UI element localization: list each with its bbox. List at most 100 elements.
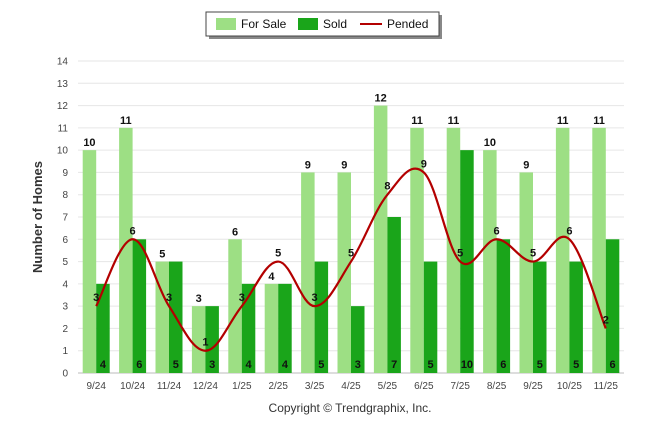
data-label-pended: 3 xyxy=(166,292,172,304)
bar-sold xyxy=(496,239,511,373)
bar-sold xyxy=(132,239,147,373)
bar-sold xyxy=(351,306,365,373)
x-tick-label: 11/25 xyxy=(594,381,619,392)
y-tick-label: 14 xyxy=(57,57,69,68)
y-tick-label: 8 xyxy=(62,190,68,201)
y-tick-label: 12 xyxy=(57,101,69,112)
bars xyxy=(82,105,620,374)
bar-sold xyxy=(278,283,292,373)
bar-for-sale xyxy=(301,172,315,373)
data-label-pended: 6 xyxy=(566,225,572,237)
legend-label-for-sale: For Sale xyxy=(241,17,287,31)
x-tick-label: 2/25 xyxy=(268,381,288,392)
bar-sold xyxy=(605,239,620,373)
x-tick-label: 7/25 xyxy=(450,381,470,392)
data-label-for-sale: 10 xyxy=(83,137,95,149)
data-label-pended: 5 xyxy=(530,248,536,260)
data-label-sold: 3 xyxy=(355,359,361,371)
data-label-pended: 3 xyxy=(93,292,99,304)
bar-sold xyxy=(569,261,583,373)
x-tick-label: 9/24 xyxy=(86,381,106,392)
data-label-pended: 3 xyxy=(239,292,245,304)
bar-sold xyxy=(96,283,110,373)
data-label-for-sale: 11 xyxy=(593,115,605,127)
y-tick-label: 5 xyxy=(62,257,68,268)
legend-label-pended: Pended xyxy=(387,17,428,31)
x-tick-label: 12/24 xyxy=(193,381,218,392)
data-label-for-sale: 12 xyxy=(375,93,387,105)
data-label-pended: 8 xyxy=(384,181,390,193)
data-labels: 1041165533644495931271151110106951151163… xyxy=(83,93,615,371)
x-tick-label: 4/25 xyxy=(341,381,361,392)
data-label-for-sale: 11 xyxy=(120,115,132,127)
y-tick-label: 9 xyxy=(62,168,68,179)
x-tick-label: 9/25 xyxy=(523,381,543,392)
bar-for-sale xyxy=(119,127,133,373)
y-tick-label: 10 xyxy=(57,146,69,157)
y-tick-label: 2 xyxy=(62,324,68,335)
data-label-pended: 6 xyxy=(130,225,136,237)
x-tick-label: 10/24 xyxy=(120,381,145,392)
data-label-sold: 5 xyxy=(537,359,543,371)
bar-sold xyxy=(423,261,438,373)
data-label-for-sale: 10 xyxy=(484,137,496,149)
legend-label-sold: Sold xyxy=(323,17,347,31)
data-label-for-sale: 9 xyxy=(523,159,529,171)
data-label-for-sale: 4 xyxy=(268,271,275,283)
x-tick-label: 11/24 xyxy=(157,381,182,392)
x-ticks: 9/24 10/24 11/24 12/24 1/25 2/25 3/25 4/25 5/25 6… xyxy=(86,381,618,392)
bar-for-sale xyxy=(191,306,206,373)
y-tick-label: 1 xyxy=(62,346,68,357)
data-label-for-sale: 9 xyxy=(305,159,311,171)
x-tick-label: 10/25 xyxy=(557,381,582,392)
bar-sold xyxy=(460,150,474,373)
data-label-pended: 9 xyxy=(421,158,427,170)
data-label-pended: 3 xyxy=(312,292,318,304)
y-tick-label: 0 xyxy=(62,369,68,380)
data-label-for-sale: 11 xyxy=(448,115,460,127)
legend-swatch-for-sale xyxy=(216,18,236,30)
data-label-for-sale: 6 xyxy=(232,226,238,238)
data-label-sold: 6 xyxy=(136,359,142,371)
data-label-for-sale: 11 xyxy=(411,115,423,127)
bar-sold xyxy=(241,283,256,373)
data-label-sold: 4 xyxy=(100,359,107,371)
y-tick-label: 11 xyxy=(58,123,69,134)
legend-swatch-sold xyxy=(298,18,318,30)
bar-sold xyxy=(205,306,219,373)
x-tick-label: 6/25 xyxy=(414,381,434,392)
y-tick-label: 6 xyxy=(62,235,68,246)
data-label-sold: 3 xyxy=(209,359,215,371)
data-label-pended: 6 xyxy=(494,225,500,237)
data-label-pended: 1 xyxy=(202,337,208,349)
data-label-pended: 2 xyxy=(603,314,609,326)
data-label-pended: 5 xyxy=(457,248,463,260)
y-tick-label: 13 xyxy=(57,79,69,90)
data-label-sold: 5 xyxy=(173,359,179,371)
data-label-for-sale: 3 xyxy=(196,293,202,305)
bar-for-sale xyxy=(373,105,388,374)
data-label-sold: 5 xyxy=(573,359,579,371)
data-label-pended: 5 xyxy=(275,248,281,260)
data-label-sold: 5 xyxy=(318,359,324,371)
y-axis-title: Number of Homes xyxy=(30,161,45,273)
bar-sold xyxy=(533,261,547,373)
bar-sold xyxy=(314,261,329,373)
data-label-sold: 4 xyxy=(245,359,252,371)
data-label-sold: 6 xyxy=(609,359,615,371)
pended-line xyxy=(95,167,607,352)
x-tick-label: 5/25 xyxy=(378,381,398,392)
legend-box xyxy=(205,11,440,37)
copyright: Copyright © Trendgraphix, Inc. xyxy=(269,401,432,415)
bar-for-sale xyxy=(555,127,570,373)
data-label-sold: 10 xyxy=(461,359,473,371)
x-tick-label: 8/25 xyxy=(487,381,507,392)
data-label-pended: 5 xyxy=(348,248,354,260)
bar-for-sale xyxy=(82,150,97,373)
data-label-for-sale: 11 xyxy=(557,115,569,127)
bar-for-sale xyxy=(592,127,606,373)
x-tick-label: 1/25 xyxy=(232,381,252,392)
